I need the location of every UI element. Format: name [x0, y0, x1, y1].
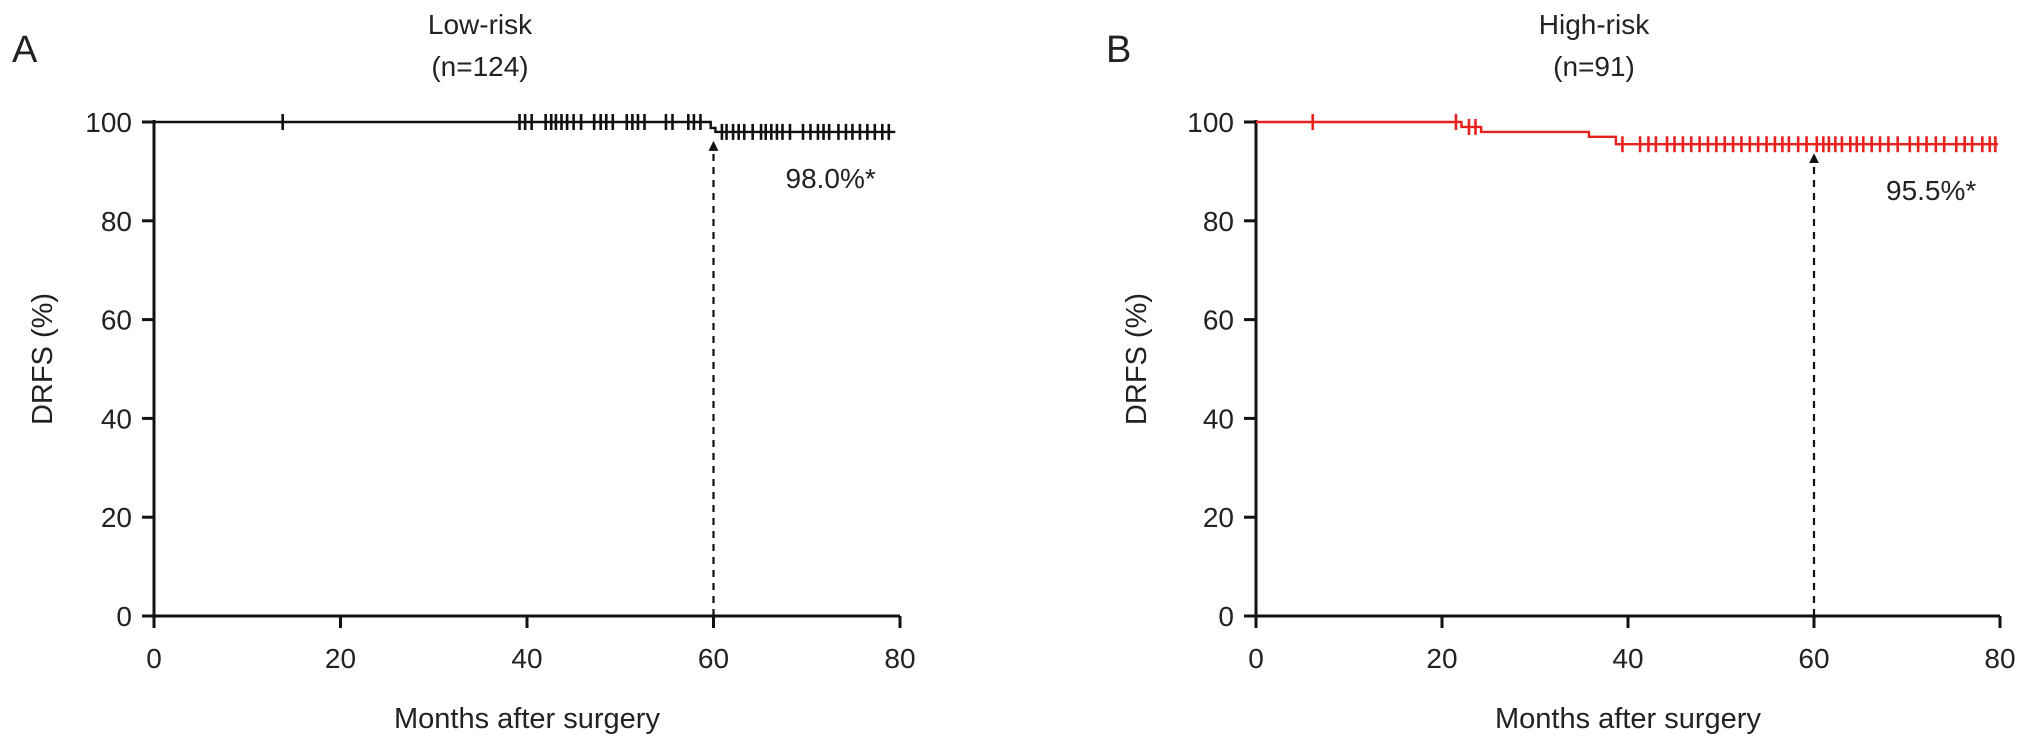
survival-curve	[1256, 120, 1999, 146]
x-axis-label: Months after surgery	[394, 703, 660, 735]
x-tick-label: 0	[146, 643, 162, 674]
chart-subtitle: (n=91)	[1553, 51, 1635, 82]
x-tick-label: 40	[1612, 643, 1643, 674]
x-tick-label: 0	[1248, 643, 1264, 674]
x-tick-label: 20	[325, 643, 356, 674]
y-tick-label: 20	[101, 502, 132, 533]
y-axis-label: DRFS (%)	[27, 293, 59, 425]
x-tick-label: 80	[1984, 643, 2015, 674]
x-tick-label: 20	[1426, 643, 1457, 674]
survival-annotation: 98.0%*	[786, 163, 876, 194]
y-tick-label: 100	[85, 107, 132, 138]
panel-a: A Low-risk (n=124) 0 20 40 60 80 0 20 40 60 80 100 Mon…	[12, 9, 916, 735]
survival-annotation: 95.5%*	[1886, 175, 1976, 206]
y-tick-label: 80	[101, 206, 132, 237]
x-tick-label: 60	[698, 643, 729, 674]
x-tick-label: 40	[511, 643, 542, 674]
y-tick-label: 100	[1187, 107, 1234, 138]
panel-label: B	[1106, 29, 1131, 71]
x-tick-label: 60	[1798, 643, 1829, 674]
x-tick-label: 80	[884, 643, 915, 674]
panel-b: B High-risk (n=91) 0 20 40 60 80 0 20 40 60 80 100 Mon…	[1106, 9, 2016, 735]
y-tick-label: 60	[1203, 305, 1234, 336]
y-tick-label: 40	[101, 403, 132, 434]
y-tick-label: 0	[1218, 601, 1234, 632]
chart-subtitle: (n=124)	[431, 51, 528, 82]
y-tick-label: 40	[1203, 403, 1234, 434]
y-tick-label: 60	[101, 305, 132, 336]
y-tick-label: 20	[1203, 502, 1234, 533]
x-axis-label: Months after surgery	[1495, 703, 1761, 735]
y-tick-label: 80	[1203, 206, 1234, 237]
chart-title: High-risk	[1539, 9, 1650, 40]
y-axis-label: DRFS (%)	[1121, 293, 1153, 425]
panel-label: A	[12, 29, 38, 71]
chart-title: Low-risk	[428, 9, 533, 40]
y-tick-label: 0	[116, 601, 132, 632]
